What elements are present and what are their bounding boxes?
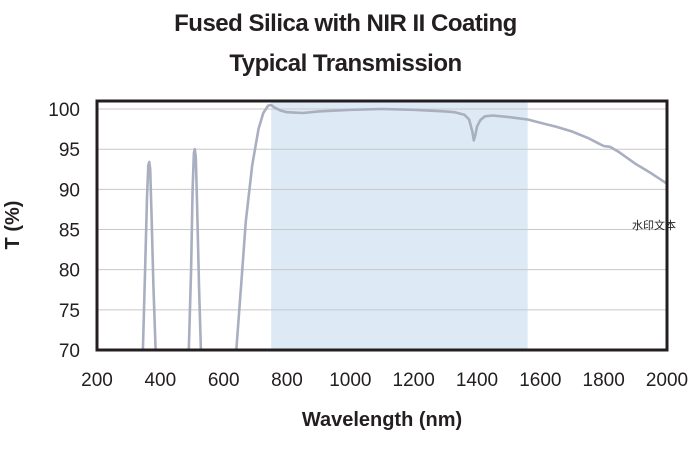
x-tick-label: 1400 bbox=[456, 370, 498, 391]
y-tick-label: 85 bbox=[59, 221, 80, 242]
x-tick-label: 200 bbox=[81, 370, 113, 391]
tick-labels: 200 400 600 800 1000 1200 1400 1600 1800 2000 70 75… bbox=[48, 100, 688, 391]
x-tick-label: 1600 bbox=[519, 370, 561, 391]
y-tick-label: 80 bbox=[59, 261, 80, 282]
series-line-segment-0 bbox=[141, 160, 157, 350]
x-tick-label: 1200 bbox=[393, 370, 435, 391]
x-axis-label: Wavelength (nm) bbox=[302, 409, 462, 431]
x-tick-label: 2000 bbox=[646, 370, 688, 391]
y-tick-label: 75 bbox=[59, 301, 80, 322]
y-tick-label: 95 bbox=[59, 140, 80, 161]
y-tick-label: 90 bbox=[59, 180, 80, 201]
highlight-band-layer bbox=[271, 101, 528, 350]
x-tick-label: 1000 bbox=[329, 370, 371, 391]
watermark-text: 水印文本 bbox=[632, 218, 676, 232]
series-line-segment-1 bbox=[187, 147, 203, 350]
x-tick-label: 800 bbox=[271, 370, 303, 391]
highlight-band bbox=[271, 101, 528, 350]
y-tick-label: 100 bbox=[48, 100, 80, 121]
y-axis-label: T (%) bbox=[2, 201, 24, 250]
chart-subtitle: Typical Transmission bbox=[229, 50, 462, 77]
series-line-segment-2 bbox=[235, 103, 667, 350]
plot-frame bbox=[95, 99, 669, 352]
x-tick-label: 1800 bbox=[583, 370, 625, 391]
series-layer bbox=[141, 103, 667, 350]
x-tick-label: 400 bbox=[144, 370, 176, 391]
y-tick-label: 70 bbox=[59, 341, 80, 362]
x-tick-label: 600 bbox=[208, 370, 240, 391]
chart-title: Fused Silica with NIR II Coating bbox=[174, 10, 517, 37]
